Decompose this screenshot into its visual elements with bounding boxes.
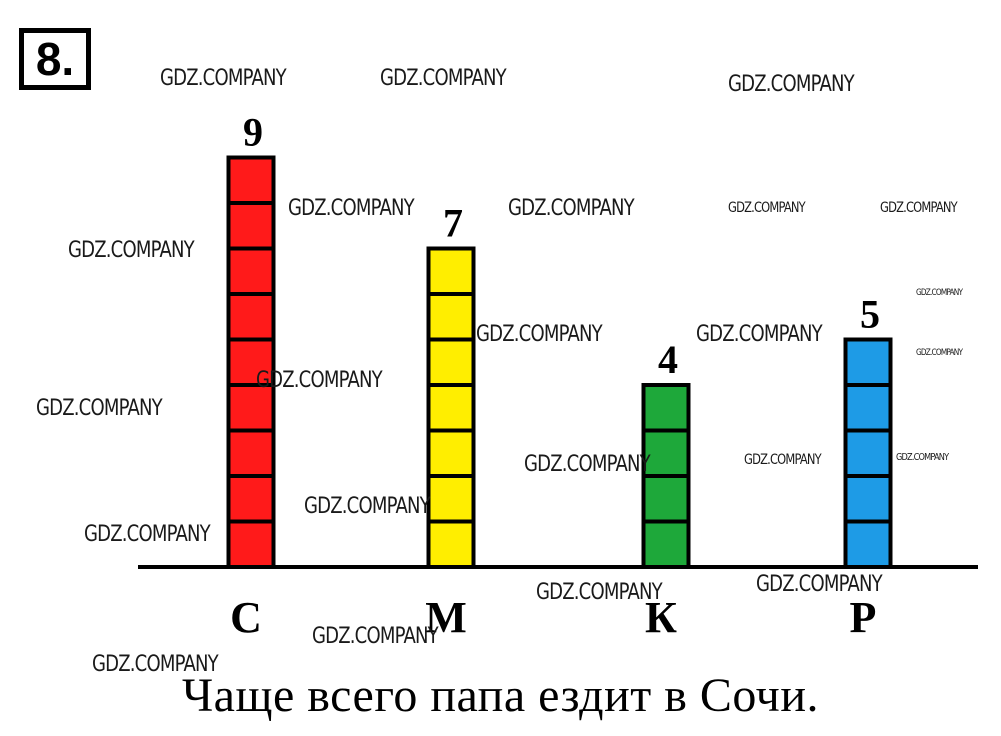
answer-sentence: Чаще всего папа ездит в Сочи. (181, 669, 820, 722)
bar-fill (843, 337, 893, 569)
bar-value-label: 4 (658, 337, 678, 382)
bar-value-label: 5 (860, 292, 880, 337)
bar-1 (226, 155, 276, 569)
category-label: С (230, 593, 262, 642)
bar-value-label: 9 (243, 110, 263, 155)
bar-2 (426, 246, 476, 569)
category-label: К (645, 593, 677, 642)
bar-4 (843, 337, 893, 569)
bar-3 (641, 383, 691, 569)
bar-fill (426, 246, 476, 569)
bar-value-label: 7 (443, 201, 463, 246)
task-number-badge: 8. (19, 28, 91, 90)
category-label: М (425, 593, 467, 642)
bar-fill (226, 155, 276, 569)
category-label: Р (850, 593, 877, 642)
